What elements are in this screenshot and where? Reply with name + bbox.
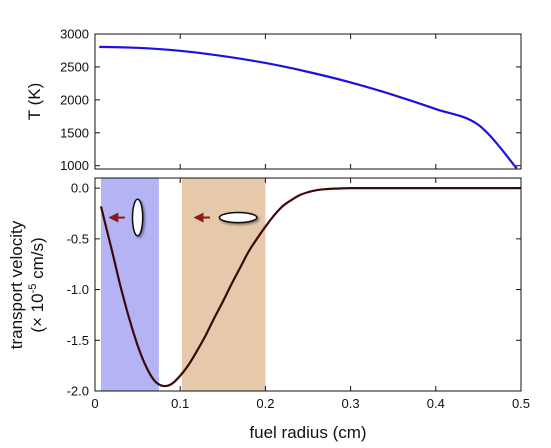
temperature-y-tick-label: 1000: [60, 158, 89, 173]
transport-velocity-x-tick-label: 0: [91, 396, 98, 411]
temperature-y-tick-label: 3000: [60, 27, 89, 42]
units-prefix: (× 10: [28, 293, 47, 332]
shaded-region-1: [100, 178, 159, 391]
temperature-panel: 1000 1500 2000 2500 3000 T (K): [25, 27, 522, 173]
fuel-radius-x-axis-label: fuel radius (cm): [249, 423, 366, 442]
transport-velocity-y-tick-label: -1.5: [67, 333, 89, 348]
horizontal-grain-4: [218, 211, 258, 224]
transport-velocity-x-tick-label: 0.1: [171, 396, 189, 411]
units-exponent: -5: [27, 284, 39, 294]
temperature-axis-ticks: 1000 1500 2000 2500 3000: [60, 27, 522, 173]
transport-velocity-x-tick-label: 0.3: [342, 396, 360, 411]
transport-velocity-x-tick-label: 0.5: [512, 396, 530, 411]
transport-velocity-x-tick-label: 0.4: [427, 396, 445, 411]
transport-velocity-panel: 0.0 -0.5 -1.0 -1.5 -2.00 0.1 0.2 0.3 0.4 0.5 tran…: [7, 177, 530, 442]
transport-velocity-plot-marks: [99, 187, 521, 388]
temperature-plot-frame: [94, 33, 522, 170]
shaded-regions: [100, 178, 266, 391]
transport-velocity-x-tick-label: 0.2: [256, 396, 274, 411]
transport-velocity-y-tick-label: 0.0: [71, 181, 89, 196]
grain-annotations: [108, 198, 258, 237]
shaded-region-2: [181, 178, 266, 391]
transport-velocity-plot-frame: [94, 177, 522, 392]
transport-velocity-series-line: [99, 187, 521, 388]
vertical-grain-2: [131, 198, 144, 237]
transport-velocity-y-axis-units: (× 10-5 cm/s): [27, 237, 47, 332]
temperature-y-tick-label: 1500: [60, 125, 89, 140]
transport-velocity-y-tick-label: -2.0: [67, 384, 89, 399]
temperature-y-tick-label: 2000: [60, 92, 89, 107]
transport-velocity-y-axis-label: transport velocity: [7, 220, 26, 349]
transport-velocity-y-tick-label: -1.0: [67, 282, 89, 297]
temperature-plot-marks: [99, 45, 518, 170]
units-suffix: cm/s): [28, 237, 47, 283]
temperature-y-tick-label: 2500: [60, 59, 89, 74]
transport-velocity-y-tick-label: -0.5: [67, 231, 89, 246]
temperature-y-axis-label: T (K): [25, 83, 44, 120]
temperature-series-line: [99, 45, 518, 170]
transport-velocity-axis-ticks: 0.0 -0.5 -1.0 -1.5 -2.00 0.1 0.2 0.3 0.4 0.5: [67, 178, 530, 411]
